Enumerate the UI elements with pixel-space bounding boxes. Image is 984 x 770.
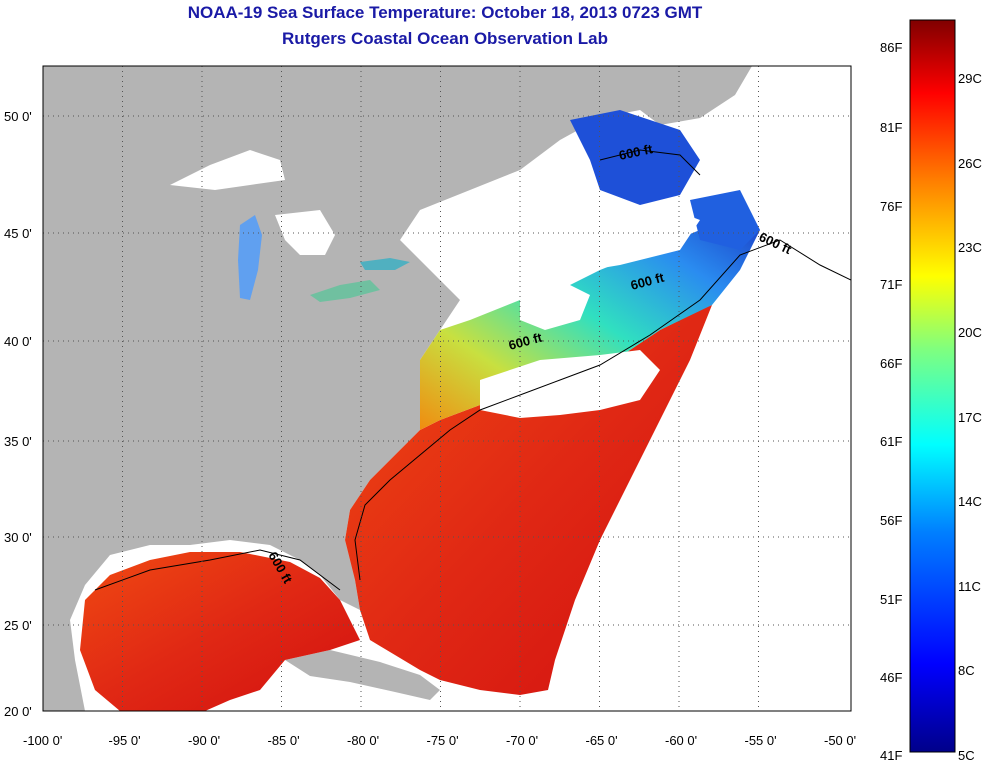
colorbar-celsius-label: 5C: [958, 748, 975, 763]
colorbar-fahrenheit-label: 46F: [880, 670, 902, 685]
cuba-island: [285, 650, 440, 700]
y-tick-label: 40 0': [4, 334, 32, 349]
colorbar: [909, 19, 956, 753]
colorbar-fahrenheit-label: 66F: [880, 356, 902, 371]
gulf-st-lawrence: [570, 110, 700, 205]
x-tick-label: -70 0': [506, 733, 538, 748]
cloud-patch: [520, 280, 590, 330]
depth-contour-line: [94, 549, 341, 591]
lake-ontario: [360, 258, 410, 270]
cloud-patch: [480, 350, 660, 418]
lake-huron: [275, 210, 335, 255]
colorbar-fahrenheit-label: 71F: [880, 277, 902, 292]
y-tick-label: 35 0': [4, 434, 32, 449]
x-tick-label: -55 0': [745, 733, 777, 748]
x-axis-ticks: -100 0' -95 0' -90 0' -85 0' -80 0' -75 0' -70…: [23, 733, 856, 748]
map-title: NOAA-19 Sea Surface Temperature: October…: [187, 3, 703, 22]
colorbar-celsius-label: 17C: [958, 410, 982, 425]
map-subtitle: Rutgers Coastal Ocean Observation Lab: [282, 29, 608, 48]
x-tick-label: -100 0': [23, 733, 62, 748]
x-tick-label: -50 0': [824, 733, 856, 748]
colorbar-celsius-label: 23C: [958, 240, 982, 255]
y-tick-label: 50 0': [4, 109, 32, 124]
colorbar-celsius-label: 11C: [958, 579, 981, 594]
colorbar-fahrenheit-label: 86F: [880, 40, 902, 55]
y-tick-label: 20 0': [4, 704, 32, 719]
x-tick-label: -85 0': [268, 733, 300, 748]
colorbar-fahrenheit-label: 51F: [880, 592, 902, 607]
contour-label: 600 ft: [618, 141, 655, 163]
colorbar-celsius-label: 26C: [958, 156, 982, 171]
colorbar-celsius-label: 29C: [958, 71, 982, 86]
x-tick-label: -75 0': [427, 733, 459, 748]
y-tick-label: 30 0': [4, 530, 32, 545]
x-tick-label: -80 0': [347, 733, 379, 748]
depth-contour-line: [354, 239, 851, 581]
colorbar-fahrenheit-label: 76F: [880, 199, 902, 214]
lake-michigan: [238, 215, 262, 300]
lake-superior: [170, 150, 285, 190]
colorbar-celsius-label: 8C: [958, 663, 975, 678]
colorbar-fahrenheit-label: 81F: [880, 120, 902, 135]
land-mass: [43, 66, 752, 711]
y-axis-ticks: 50 0' 45 0' 40 0' 35 0' 30 0' 25 0' 20 0': [4, 109, 32, 719]
cloud-patch: [480, 205, 700, 290]
colorbar-celsius-label: 20C: [958, 325, 982, 340]
y-tick-label: 25 0': [4, 618, 32, 633]
colorbar-labels: 86F 81F 76F 71F 66F 61F 56F 51F 46F 41F 29C 26C 23C 2…: [880, 40, 982, 763]
x-tick-label: -65 0': [586, 733, 618, 748]
lake-erie: [310, 280, 380, 302]
x-tick-label: -95 0': [109, 733, 141, 748]
map-frame: [42, 65, 852, 712]
colorbar-fahrenheit-label: 56F: [880, 513, 902, 528]
depth-contour-line: [599, 149, 701, 176]
colorbar-fahrenheit-label: 41F: [880, 748, 902, 763]
warm-water-gulf: [80, 552, 360, 711]
colorbar-celsius-label: 14C: [958, 494, 982, 509]
x-tick-label: -90 0': [188, 733, 220, 748]
colorbar-fahrenheit-label: 61F: [880, 434, 902, 449]
nova-scotia-water: [690, 190, 760, 250]
x-tick-label: -60 0': [665, 733, 697, 748]
y-tick-label: 45 0': [4, 226, 32, 241]
